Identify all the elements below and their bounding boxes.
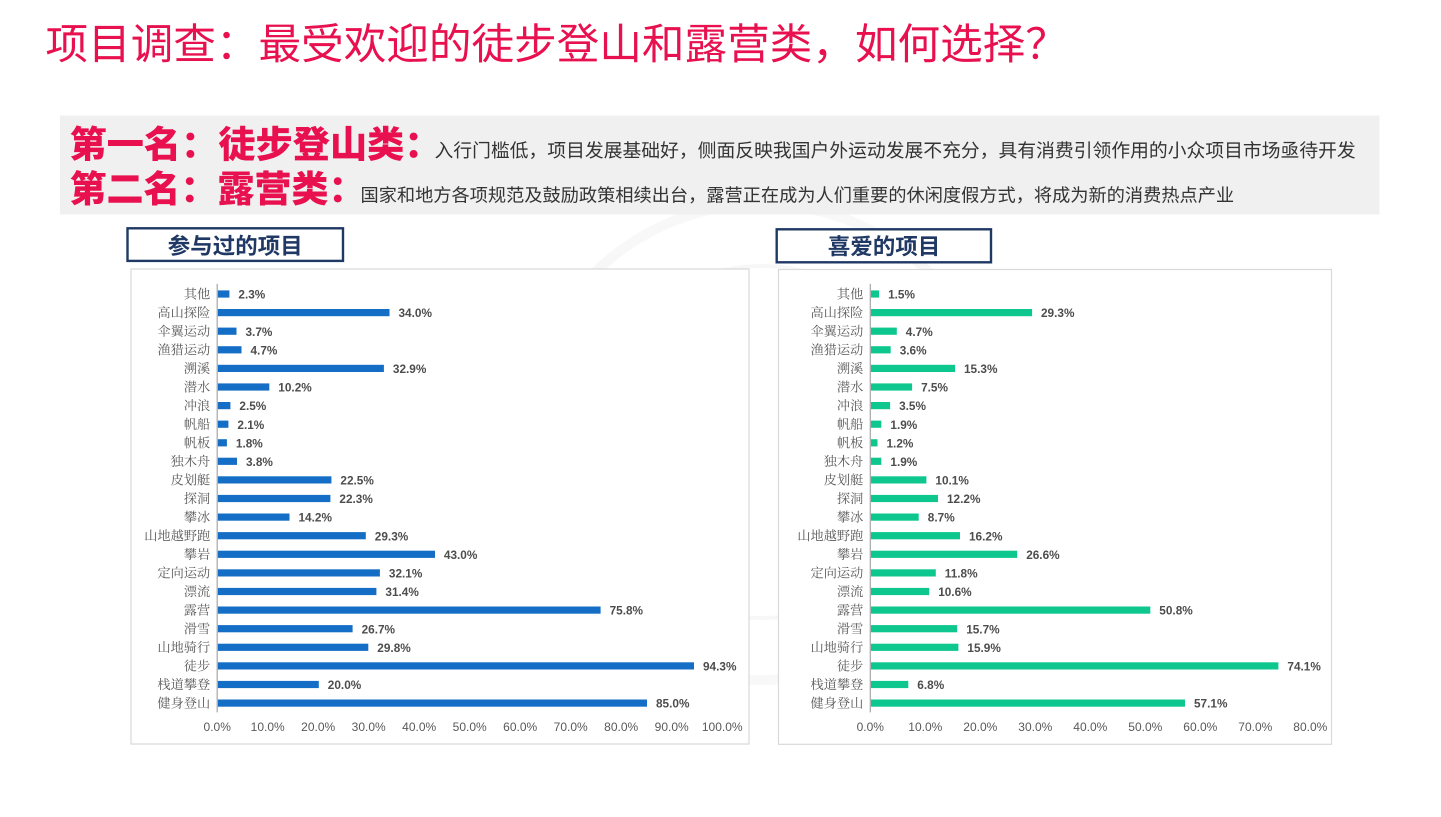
svg-text:3.6%: 3.6% (900, 343, 927, 357)
svg-text:3.5%: 3.5% (899, 399, 926, 413)
svg-text:10.0%: 10.0% (251, 720, 285, 734)
svg-text:1.9%: 1.9% (890, 455, 917, 469)
svg-text:15.7%: 15.7% (966, 622, 1000, 636)
svg-text:12.2%: 12.2% (947, 492, 981, 506)
svg-text:1.2%: 1.2% (887, 436, 914, 450)
svg-text:90.0%: 90.0% (655, 720, 689, 734)
svg-text:75.8%: 75.8% (610, 604, 644, 618)
svg-text:80.0%: 80.0% (604, 720, 638, 734)
svg-text:60.0%: 60.0% (503, 720, 537, 734)
svg-text:20.0%: 20.0% (301, 720, 335, 734)
svg-text:26.7%: 26.7% (362, 622, 396, 636)
svg-text:57.1%: 57.1% (1194, 697, 1228, 711)
svg-text:8.7%: 8.7% (928, 511, 955, 525)
svg-text:30.0%: 30.0% (1018, 720, 1052, 734)
svg-text:40.0%: 40.0% (1073, 720, 1107, 734)
svg-text:15.3%: 15.3% (964, 362, 998, 376)
svg-text:4.7%: 4.7% (251, 343, 278, 357)
svg-text:32.1%: 32.1% (389, 567, 423, 581)
svg-text:26.6%: 26.6% (1026, 548, 1060, 562)
svg-text:10.0%: 10.0% (908, 720, 942, 734)
svg-text:30.0%: 30.0% (352, 720, 386, 734)
svg-text:2.1%: 2.1% (237, 418, 264, 432)
svg-text:70.0%: 70.0% (554, 720, 588, 734)
svg-text:15.9%: 15.9% (967, 641, 1001, 655)
svg-text:100.0%: 100.0% (702, 720, 743, 734)
svg-text:60.0%: 60.0% (1183, 720, 1217, 734)
svg-text:74.1%: 74.1% (1287, 660, 1321, 674)
svg-text:4.7%: 4.7% (906, 325, 933, 339)
svg-text:10.1%: 10.1% (935, 474, 969, 488)
svg-text:70.0%: 70.0% (1238, 720, 1272, 734)
svg-text:0.0%: 0.0% (857, 720, 885, 734)
svg-text:1.9%: 1.9% (890, 418, 917, 432)
svg-text:22.5%: 22.5% (340, 474, 374, 488)
svg-text:29.3%: 29.3% (375, 529, 409, 543)
svg-text:40.0%: 40.0% (402, 720, 436, 734)
svg-text:94.3%: 94.3% (703, 660, 737, 674)
svg-text:2.5%: 2.5% (239, 399, 266, 413)
svg-text:80.0%: 80.0% (1293, 720, 1327, 734)
svg-text:29.8%: 29.8% (377, 641, 411, 655)
svg-text:32.9%: 32.9% (393, 362, 427, 376)
svg-text:10.2%: 10.2% (278, 381, 312, 395)
svg-text:1.5%: 1.5% (888, 288, 915, 302)
svg-text:7.5%: 7.5% (921, 381, 948, 395)
svg-text:6.8%: 6.8% (917, 678, 944, 692)
svg-text:85.0%: 85.0% (656, 697, 690, 711)
svg-text:16.2%: 16.2% (969, 529, 1003, 543)
svg-text:2.3%: 2.3% (238, 288, 265, 302)
svg-text:1.8%: 1.8% (236, 436, 263, 450)
svg-text:50.0%: 50.0% (453, 720, 487, 734)
svg-text:31.4%: 31.4% (385, 585, 419, 599)
svg-text:22.3%: 22.3% (339, 492, 373, 506)
svg-text:20.0%: 20.0% (963, 720, 997, 734)
svg-text:3.8%: 3.8% (246, 455, 273, 469)
svg-text:20.0%: 20.0% (328, 678, 362, 692)
svg-text:34.0%: 34.0% (399, 306, 433, 320)
svg-text:0.0%: 0.0% (204, 720, 232, 734)
svg-text:43.0%: 43.0% (444, 548, 478, 562)
svg-text:10.6%: 10.6% (938, 585, 972, 599)
svg-text:3.7%: 3.7% (246, 325, 273, 339)
svg-text:50.8%: 50.8% (1159, 604, 1193, 618)
svg-text:14.2%: 14.2% (299, 511, 333, 525)
svg-text:11.8%: 11.8% (945, 567, 978, 581)
svg-text:29.3%: 29.3% (1041, 306, 1075, 320)
svg-text:50.0%: 50.0% (1128, 720, 1162, 734)
